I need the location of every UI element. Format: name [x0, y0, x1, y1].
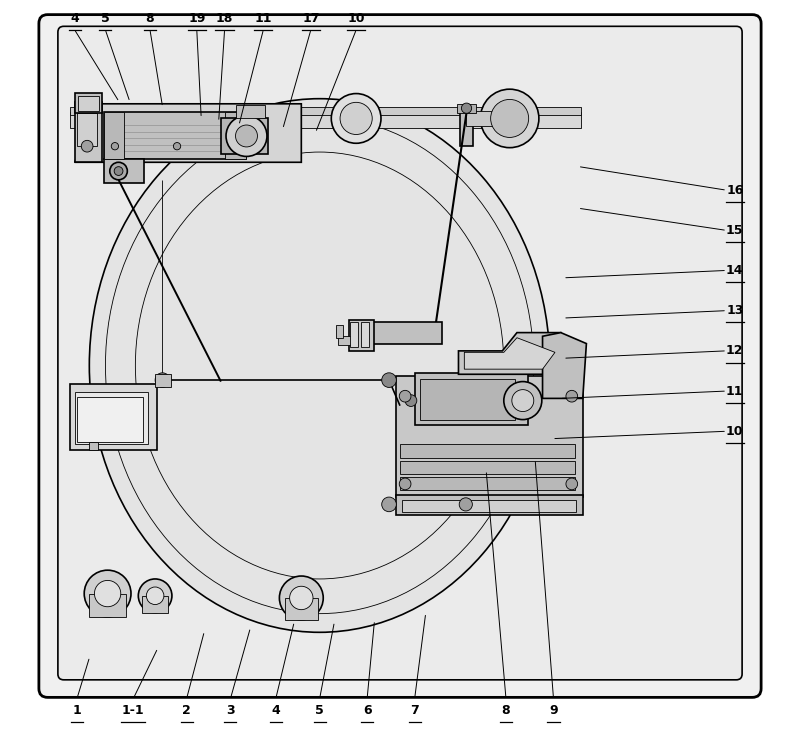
Text: 19: 19: [188, 12, 206, 25]
Bar: [104, 112, 125, 159]
Circle shape: [566, 478, 578, 490]
Circle shape: [146, 587, 164, 605]
Bar: [400, 461, 575, 474]
Circle shape: [512, 390, 534, 412]
Text: 4: 4: [70, 12, 79, 25]
Circle shape: [226, 115, 267, 156]
Bar: [77, 113, 98, 146]
Bar: [104, 159, 144, 183]
Circle shape: [399, 478, 411, 490]
Bar: [349, 320, 374, 351]
Bar: [225, 112, 246, 159]
Text: 1: 1: [73, 704, 82, 717]
Text: 15: 15: [726, 224, 743, 237]
Text: 3: 3: [226, 704, 234, 717]
Ellipse shape: [90, 99, 550, 632]
Polygon shape: [74, 104, 302, 162]
Bar: [338, 336, 351, 345]
Bar: [77, 397, 142, 442]
Bar: [400, 477, 575, 490]
Text: 7: 7: [410, 704, 419, 717]
Bar: [74, 93, 102, 113]
Bar: [350, 322, 358, 347]
Bar: [70, 112, 582, 128]
Text: 4: 4: [271, 704, 280, 717]
Bar: [466, 111, 511, 126]
Text: 13: 13: [726, 304, 743, 317]
Bar: [336, 325, 343, 338]
Circle shape: [84, 570, 131, 617]
Polygon shape: [542, 333, 586, 398]
FancyBboxPatch shape: [58, 26, 742, 680]
Circle shape: [279, 576, 323, 620]
Bar: [402, 500, 576, 512]
Circle shape: [490, 99, 529, 137]
Circle shape: [331, 94, 381, 143]
Text: 11: 11: [726, 385, 743, 398]
Bar: [74, 102, 102, 162]
Bar: [372, 322, 442, 344]
Text: 8: 8: [502, 704, 510, 717]
Circle shape: [481, 89, 539, 148]
Circle shape: [235, 125, 258, 147]
Bar: [457, 104, 476, 113]
Text: 1-1: 1-1: [122, 704, 145, 717]
Bar: [414, 373, 528, 425]
Text: 6: 6: [362, 704, 371, 717]
Bar: [142, 596, 168, 613]
Bar: [221, 118, 269, 154]
Bar: [396, 495, 582, 515]
Text: 8: 8: [146, 12, 154, 25]
Circle shape: [399, 390, 411, 402]
Circle shape: [174, 143, 181, 150]
Circle shape: [114, 167, 123, 175]
Circle shape: [110, 162, 127, 180]
Circle shape: [290, 586, 313, 610]
Bar: [155, 374, 171, 387]
Bar: [285, 598, 318, 620]
Circle shape: [382, 373, 396, 387]
Circle shape: [462, 103, 472, 113]
Circle shape: [111, 143, 118, 150]
Text: 9: 9: [549, 704, 558, 717]
FancyBboxPatch shape: [39, 15, 761, 697]
Polygon shape: [458, 333, 561, 374]
Circle shape: [382, 497, 396, 512]
Bar: [235, 105, 265, 118]
Circle shape: [566, 390, 578, 402]
Text: 12: 12: [726, 344, 743, 357]
Circle shape: [138, 579, 172, 613]
Text: 16: 16: [726, 183, 743, 197]
Text: 10: 10: [726, 425, 743, 438]
Bar: [70, 384, 158, 450]
Bar: [90, 594, 126, 617]
Circle shape: [155, 373, 170, 387]
Circle shape: [405, 395, 417, 406]
Bar: [78, 96, 99, 111]
Text: 17: 17: [302, 12, 319, 25]
Text: 14: 14: [726, 264, 743, 277]
Bar: [104, 112, 246, 159]
Text: 2: 2: [182, 704, 191, 717]
Text: 10: 10: [347, 12, 365, 25]
Bar: [74, 392, 148, 444]
Text: 5: 5: [101, 12, 110, 25]
Bar: [396, 376, 582, 497]
Circle shape: [340, 102, 372, 135]
Circle shape: [504, 382, 542, 420]
Bar: [90, 442, 98, 450]
Circle shape: [459, 498, 472, 511]
Bar: [460, 108, 473, 146]
Text: 11: 11: [254, 12, 272, 25]
Circle shape: [94, 580, 121, 607]
Polygon shape: [464, 338, 555, 369]
Circle shape: [82, 140, 93, 152]
Bar: [70, 107, 582, 115]
Text: 18: 18: [216, 12, 234, 25]
Bar: [421, 379, 515, 420]
Bar: [400, 444, 575, 458]
Text: 5: 5: [315, 704, 324, 717]
Bar: [362, 322, 369, 347]
